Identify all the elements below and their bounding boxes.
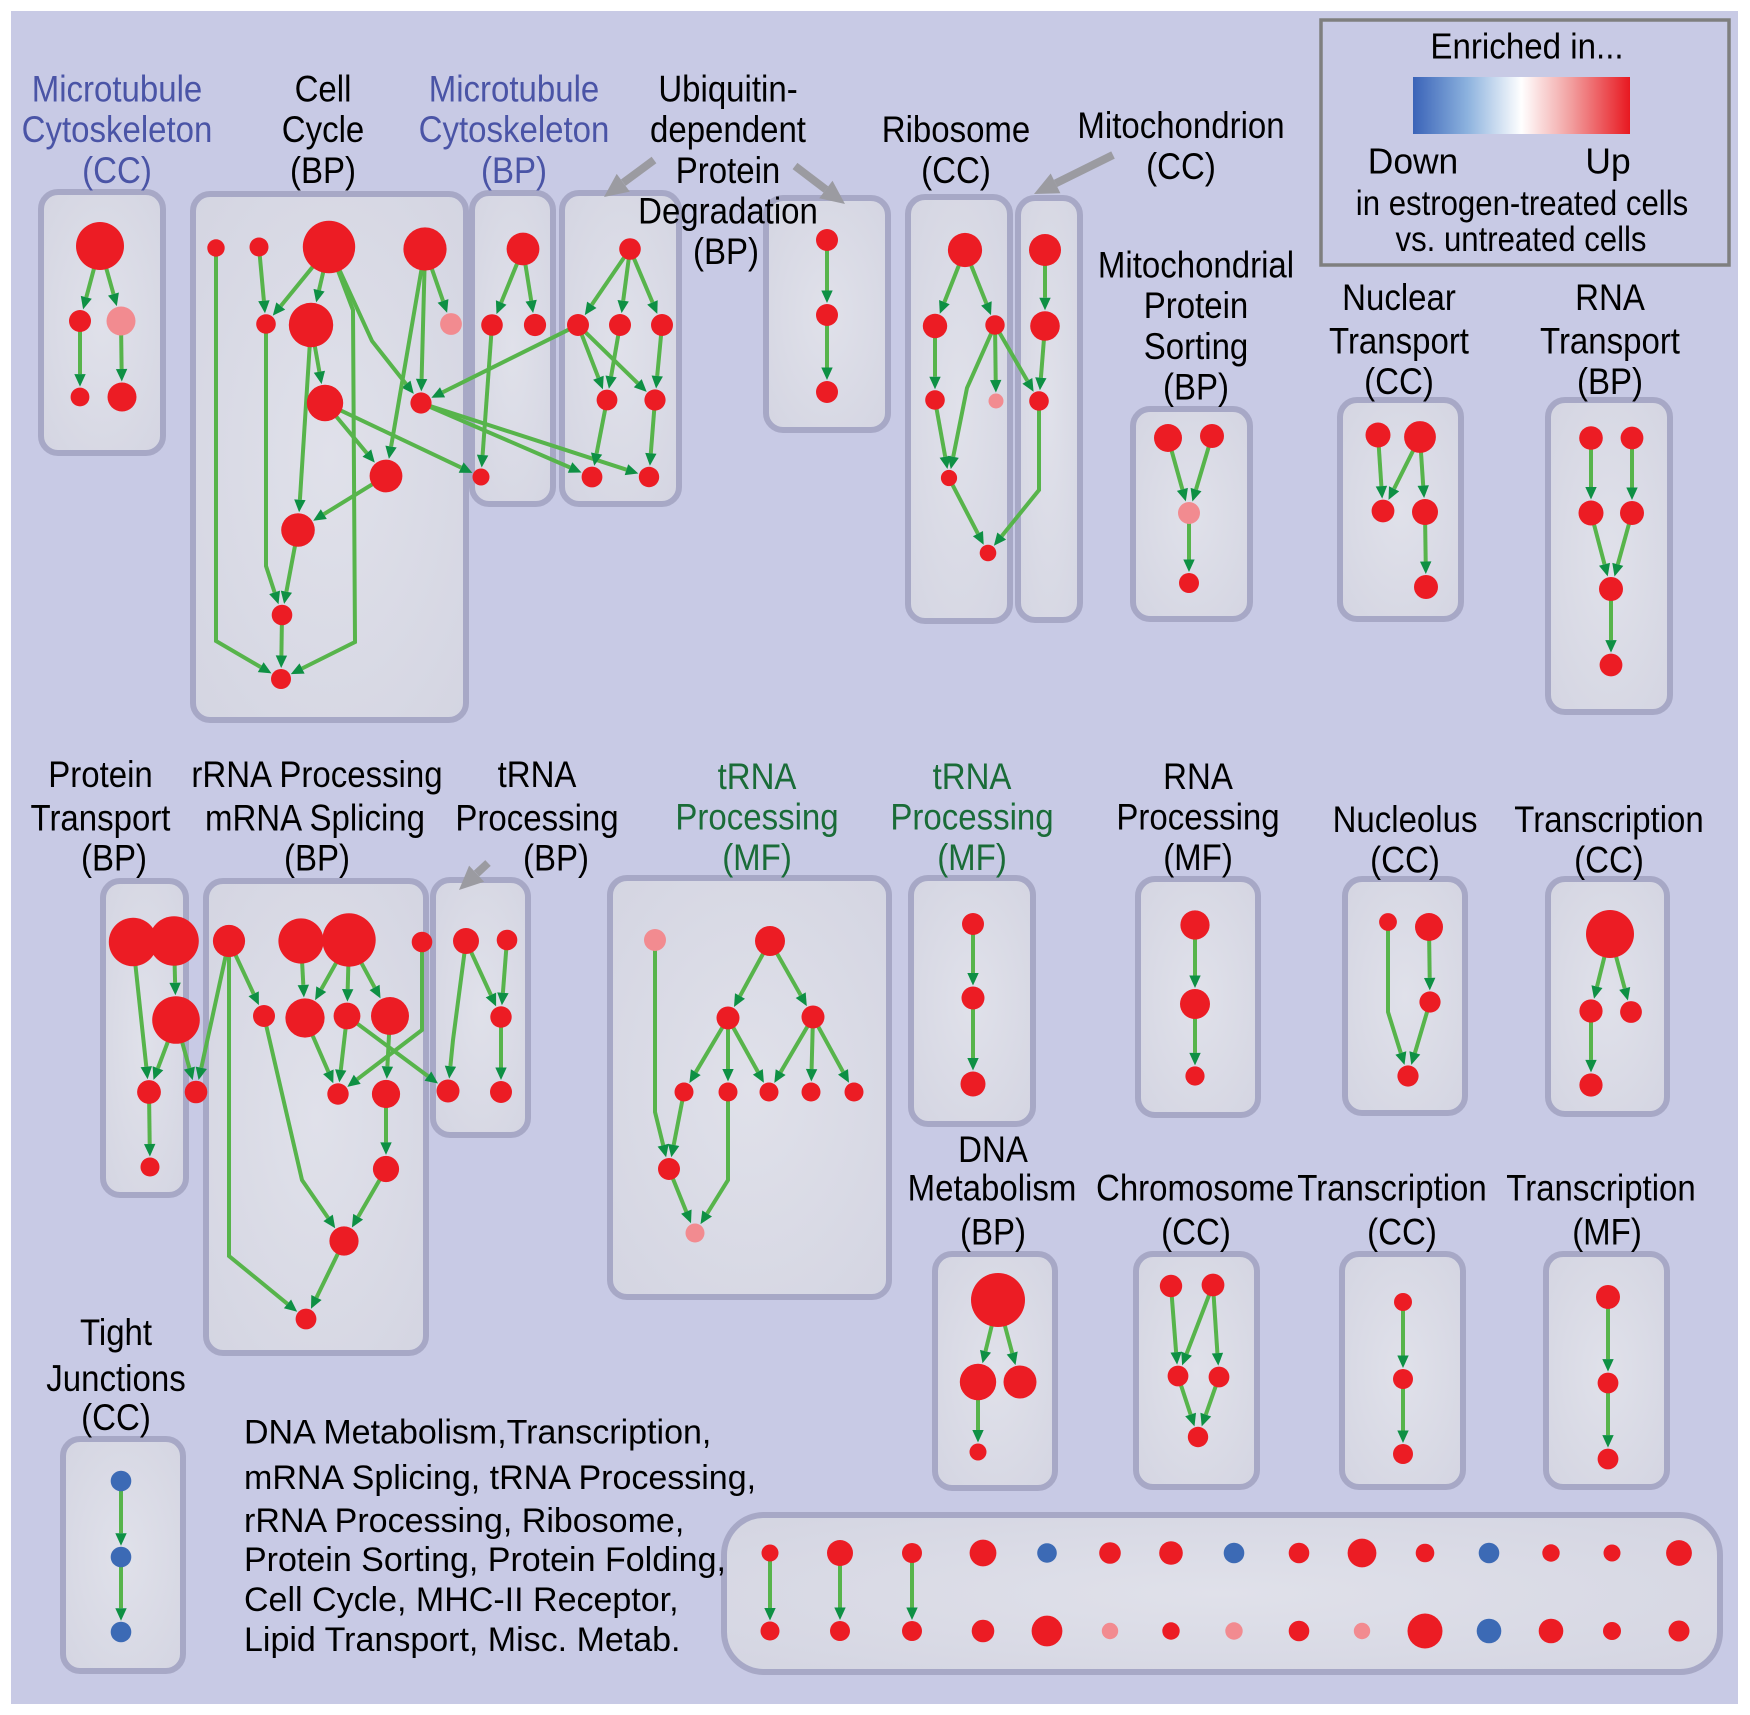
- svg-text:(MF): (MF): [937, 837, 1007, 878]
- svg-text:Processing: Processing: [675, 797, 838, 838]
- svg-text:Transcription: Transcription: [1297, 1167, 1486, 1208]
- svg-text:Processing: Processing: [455, 797, 618, 838]
- svg-text:(CC): (CC): [921, 150, 991, 191]
- svg-text:tRNA: tRNA: [933, 756, 1012, 797]
- svg-text:(CC): (CC): [1574, 839, 1644, 880]
- svg-text:Lipid Transport, Misc. Metab.: Lipid Transport, Misc. Metab.: [244, 1621, 681, 1659]
- svg-text:Processing: Processing: [890, 797, 1053, 838]
- svg-text:Degradation: Degradation: [638, 191, 818, 232]
- svg-text:Enriched in...: Enriched in...: [1430, 27, 1623, 67]
- svg-text:(BP): (BP): [284, 837, 350, 878]
- svg-text:(CC): (CC): [1367, 1211, 1437, 1252]
- svg-text:Mitochondrion: Mitochondrion: [1077, 105, 1284, 146]
- svg-text:Mitochondrial: Mitochondrial: [1098, 244, 1294, 285]
- svg-text:(CC): (CC): [82, 150, 152, 191]
- svg-text:(CC): (CC): [1370, 839, 1440, 880]
- svg-text:rRNA Processing, Ribosome,: rRNA Processing, Ribosome,: [244, 1502, 684, 1540]
- svg-text:Protein: Protein: [676, 150, 781, 191]
- svg-text:(BP): (BP): [693, 231, 759, 272]
- svg-text:dependent: dependent: [650, 109, 806, 150]
- svg-text:Cycle: Cycle: [282, 109, 365, 150]
- svg-text:Tight: Tight: [80, 1312, 152, 1353]
- svg-text:Metabolism: Metabolism: [908, 1167, 1077, 1208]
- svg-text:Chromosome: Chromosome: [1096, 1167, 1294, 1208]
- svg-text:Transport: Transport: [1329, 321, 1469, 362]
- svg-text:Cell Cycle, MHC-II Receptor,: Cell Cycle, MHC-II Receptor,: [244, 1581, 679, 1619]
- svg-text:in estrogen-treated cells: in estrogen-treated cells: [1356, 184, 1688, 223]
- svg-text:Processing: Processing: [1116, 797, 1279, 838]
- svg-text:mRNA Splicing, tRNA Processing: mRNA Splicing, tRNA Processing,: [244, 1459, 756, 1497]
- svg-text:tRNA: tRNA: [498, 754, 577, 795]
- svg-text:Transcription: Transcription: [1514, 799, 1703, 840]
- svg-text:Ribosome: Ribosome: [882, 109, 1031, 150]
- svg-text:rRNA Processing: rRNA Processing: [191, 754, 442, 795]
- svg-text:Cell: Cell: [295, 68, 352, 109]
- svg-text:Transport: Transport: [1540, 321, 1680, 362]
- svg-text:(BP): (BP): [481, 150, 547, 191]
- svg-text:(CC): (CC): [1146, 146, 1216, 187]
- svg-text:(CC): (CC): [81, 1397, 151, 1438]
- svg-text:(MF): (MF): [722, 837, 792, 878]
- svg-text:vs. untreated cells: vs. untreated cells: [1395, 220, 1646, 259]
- svg-text:(BP): (BP): [1577, 361, 1643, 402]
- svg-text:(CC): (CC): [1161, 1211, 1231, 1252]
- svg-text:Cytoskeleton: Cytoskeleton: [22, 109, 213, 150]
- svg-text:(CC): (CC): [1364, 361, 1434, 402]
- svg-text:(MF): (MF): [1163, 837, 1233, 878]
- svg-text:(BP): (BP): [1163, 367, 1229, 408]
- svg-text:(BP): (BP): [81, 837, 147, 878]
- svg-text:Protein: Protein: [48, 754, 153, 795]
- svg-text:Ubiquitin-: Ubiquitin-: [658, 68, 797, 109]
- svg-text:Junctions: Junctions: [46, 1358, 185, 1399]
- svg-text:Down: Down: [1368, 140, 1458, 182]
- svg-text:Microtubule: Microtubule: [429, 68, 600, 109]
- svg-text:Microtubule: Microtubule: [32, 68, 203, 109]
- svg-text:Transcription: Transcription: [1506, 1167, 1695, 1208]
- svg-text:tRNA: tRNA: [718, 756, 797, 797]
- svg-text:Nuclear: Nuclear: [1342, 277, 1456, 318]
- svg-text:mRNA Splicing: mRNA Splicing: [205, 797, 425, 838]
- svg-text:Nucleolus: Nucleolus: [1333, 799, 1478, 840]
- svg-text:RNA: RNA: [1575, 277, 1645, 318]
- svg-text:(MF): (MF): [1572, 1211, 1642, 1252]
- svg-text:Transport: Transport: [31, 797, 171, 838]
- svg-text:Cytoskeleton: Cytoskeleton: [419, 109, 610, 150]
- svg-text:(BP): (BP): [290, 150, 356, 191]
- svg-text:Protein Sorting, Protein Foldi: Protein Sorting, Protein Folding,: [244, 1541, 726, 1579]
- svg-text:(BP): (BP): [523, 837, 589, 878]
- svg-text:Protein: Protein: [1144, 285, 1249, 326]
- svg-text:DNA Metabolism,Transcription,: DNA Metabolism,Transcription,: [244, 1414, 711, 1452]
- svg-text:DNA: DNA: [958, 1129, 1028, 1170]
- svg-text:Sorting: Sorting: [1144, 326, 1249, 367]
- svg-text:(BP): (BP): [960, 1211, 1026, 1252]
- svg-text:Up: Up: [1585, 140, 1630, 182]
- svg-text:RNA: RNA: [1163, 756, 1233, 797]
